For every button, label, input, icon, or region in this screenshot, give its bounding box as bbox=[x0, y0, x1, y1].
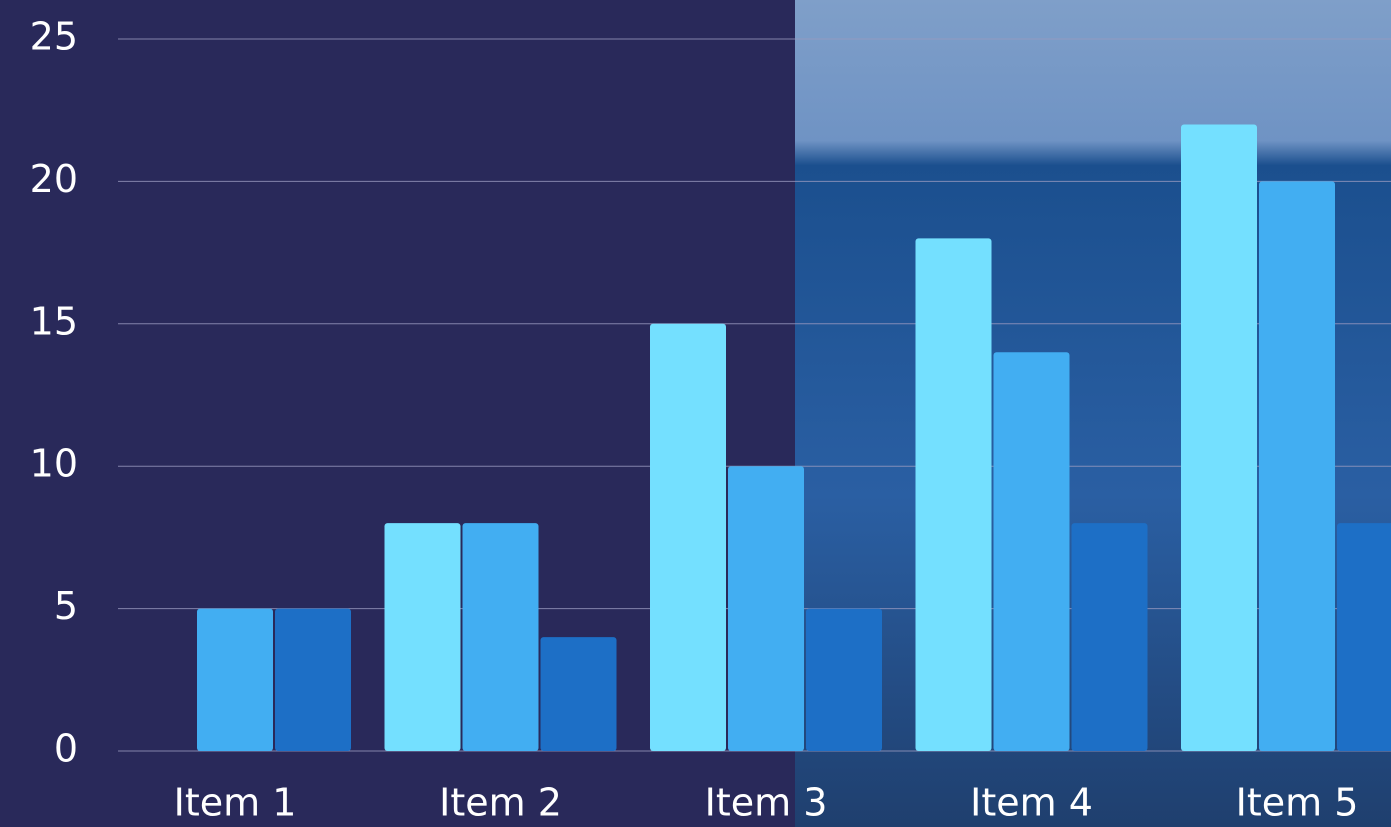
x-tick-label: Item 5 bbox=[1236, 781, 1359, 825]
x-tick-label: Item 2 bbox=[439, 781, 562, 825]
bar bbox=[806, 609, 882, 751]
bar bbox=[463, 523, 539, 751]
chart: 0 5 10 15 20 25 Item 1 Item 2 Item 3 Item 4 Item 5 bbox=[0, 0, 1391, 827]
bar bbox=[650, 324, 726, 751]
bar bbox=[385, 523, 461, 751]
bar bbox=[916, 238, 992, 751]
bar bbox=[1072, 523, 1148, 751]
y-tick-label: 25 bbox=[30, 15, 78, 59]
x-tick-label: Item 1 bbox=[174, 781, 297, 825]
bar bbox=[1181, 124, 1257, 751]
bar bbox=[994, 352, 1070, 751]
y-tick-label: 15 bbox=[30, 299, 78, 343]
bar bbox=[275, 609, 351, 751]
y-tick-label: 10 bbox=[30, 442, 78, 486]
bar bbox=[541, 637, 617, 751]
bar bbox=[728, 466, 804, 751]
bar bbox=[1259, 181, 1335, 751]
page: {"chart_data": {"type": "bar", "categori… bbox=[0, 0, 1391, 827]
y-tick-label: 0 bbox=[54, 727, 78, 771]
bar bbox=[197, 609, 273, 751]
x-tick-label: Item 3 bbox=[705, 781, 828, 825]
x-tick-label: Item 4 bbox=[970, 781, 1093, 825]
y-tick-label: 5 bbox=[54, 584, 78, 628]
bar bbox=[1337, 523, 1391, 751]
y-tick-label: 20 bbox=[30, 157, 78, 201]
